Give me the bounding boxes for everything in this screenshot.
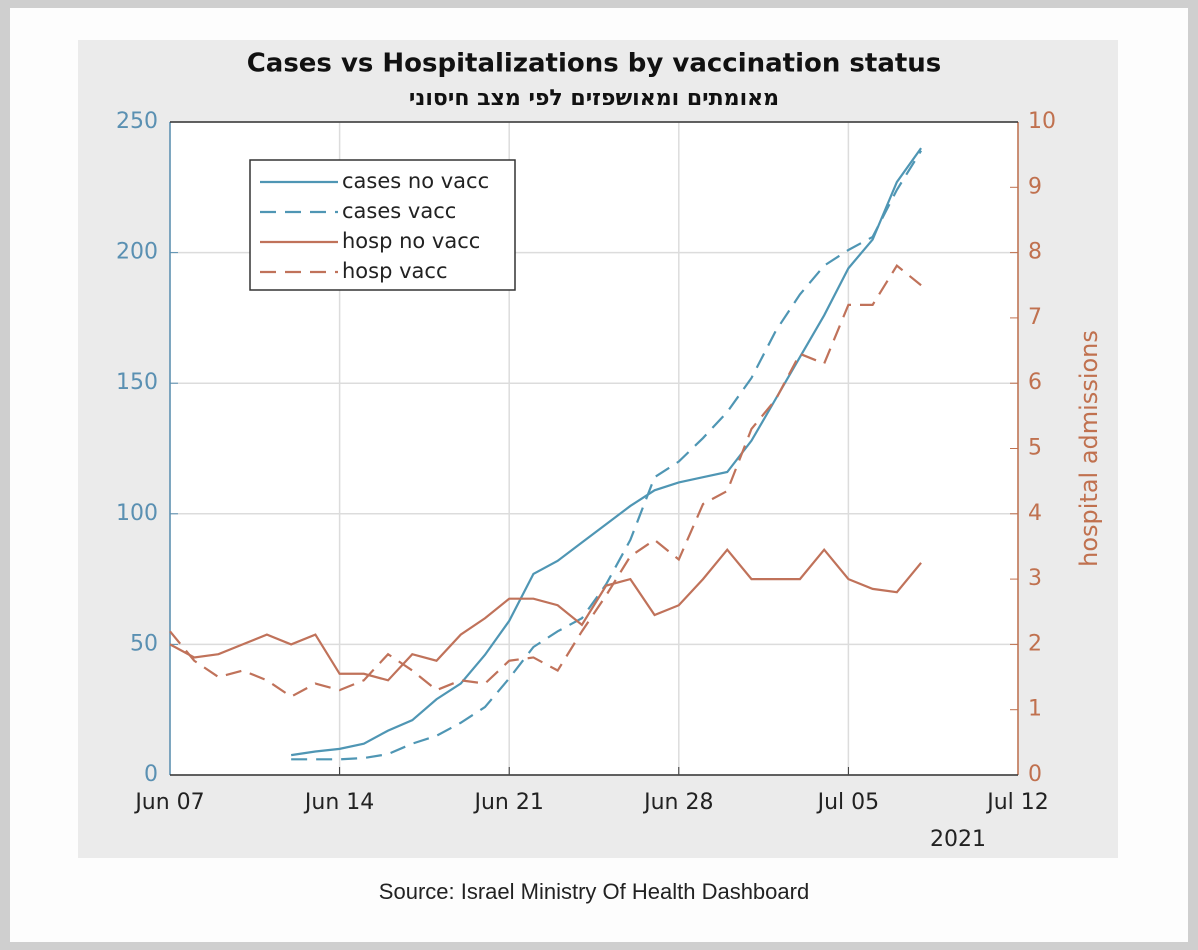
legend-label: cases no vacc bbox=[342, 169, 489, 193]
y2-tick-label: 4 bbox=[1028, 501, 1042, 526]
legend-label: hosp no vacc bbox=[342, 229, 480, 253]
x-tick-label: Jun 21 bbox=[473, 790, 544, 815]
legend-label: cases vacc bbox=[342, 199, 456, 223]
series-line bbox=[169, 264, 922, 698]
y-tick-label: 200 bbox=[116, 240, 158, 265]
chart-title: Cases vs Hospitalizations by vaccination… bbox=[247, 49, 942, 79]
x-tick-label: Jun 14 bbox=[303, 790, 374, 815]
series-line bbox=[291, 150, 923, 761]
y-tick-label: 250 bbox=[116, 109, 158, 134]
x-tick-label: Jul 12 bbox=[985, 790, 1049, 815]
source: Source: Israel Ministry Of Health Dashbo… bbox=[379, 879, 809, 904]
x-tick-label: Jul 05 bbox=[816, 790, 880, 815]
y2-tick-label: 1 bbox=[1028, 697, 1042, 722]
x-tick-label: Jun 07 bbox=[133, 790, 204, 815]
y2-tick-label: 7 bbox=[1028, 305, 1042, 330]
chart-subtitle: מאומתים ומאושפזים לפי מצב חיסוני bbox=[409, 86, 779, 111]
y2-tick-label: 10 bbox=[1028, 109, 1056, 134]
y2-tick-label: 8 bbox=[1028, 240, 1042, 265]
y2-tick-label: 0 bbox=[1028, 762, 1042, 787]
x-year-label: 2021 bbox=[930, 827, 986, 852]
series-line bbox=[169, 547, 922, 682]
y2-tick-label: 2 bbox=[1028, 631, 1042, 656]
y2-tick-label: 5 bbox=[1028, 436, 1042, 461]
y2-tick-label: 6 bbox=[1028, 370, 1042, 395]
y2-tick-label: 3 bbox=[1028, 566, 1042, 591]
y2-tick-label: 9 bbox=[1028, 174, 1042, 199]
x-tick-label: Jun 28 bbox=[642, 790, 713, 815]
y-tick-label: 50 bbox=[130, 631, 158, 656]
y-tick-label: 0 bbox=[144, 762, 158, 787]
y-tick-label: 100 bbox=[116, 501, 158, 526]
series-line bbox=[290, 147, 922, 757]
legend-label: hosp vacc bbox=[342, 259, 448, 283]
y2-axis-label: hospital admissions bbox=[1075, 330, 1103, 567]
y-tick-label: 150 bbox=[116, 370, 158, 395]
